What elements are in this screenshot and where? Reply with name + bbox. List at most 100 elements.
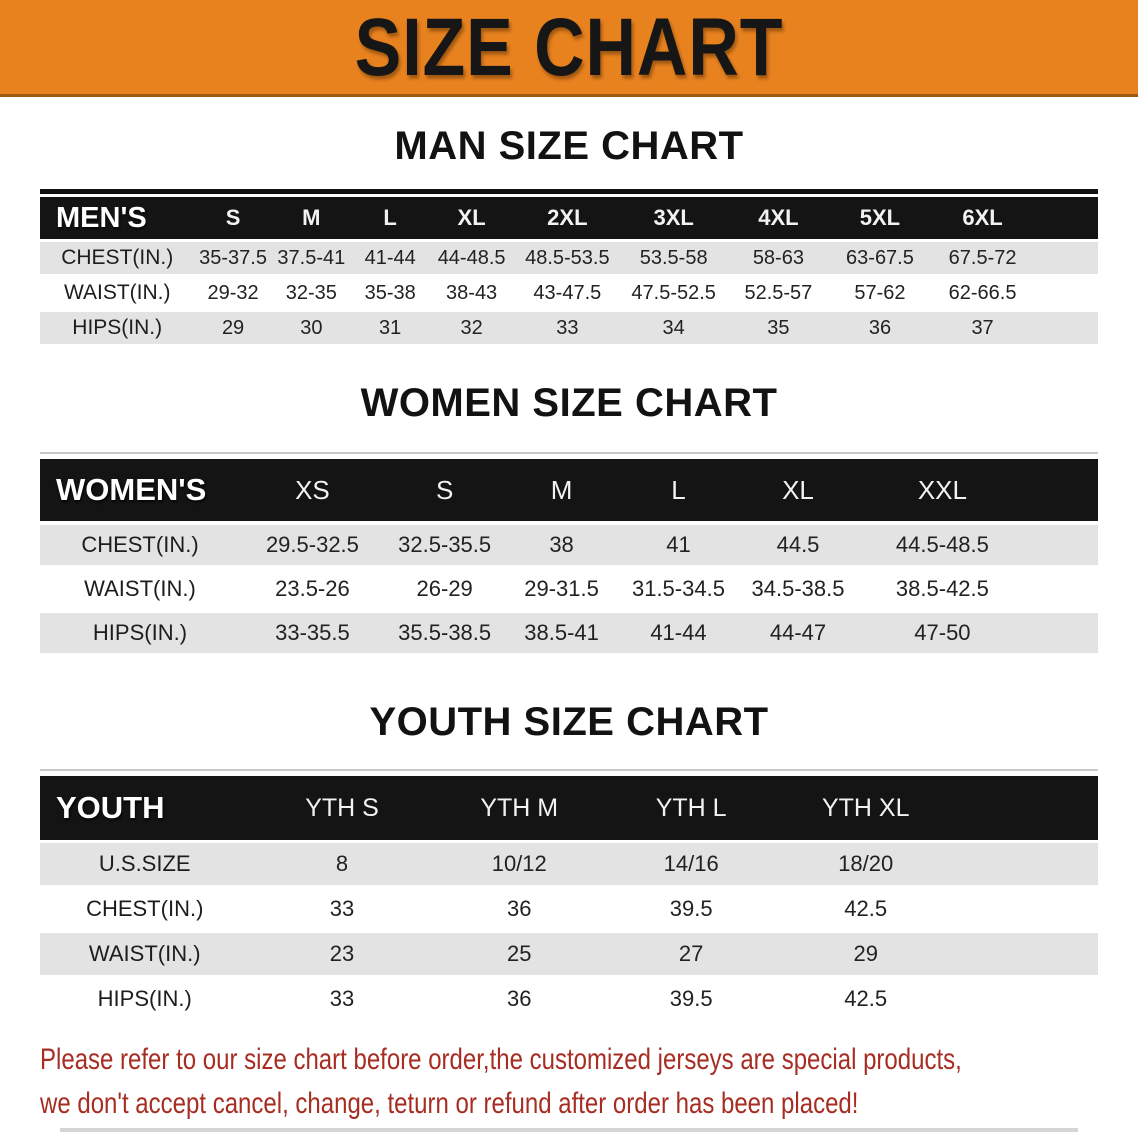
cell: 23.5-26 bbox=[275, 576, 350, 601]
col-header: 5XL bbox=[859, 205, 901, 230]
cell: 39.5 bbox=[669, 986, 713, 1011]
cell: 23 bbox=[329, 941, 355, 966]
col-header: 3XL bbox=[653, 205, 694, 230]
row-label: HIPS(IN.) bbox=[92, 620, 188, 645]
cell: 32-35 bbox=[285, 281, 337, 304]
cell: 25 bbox=[507, 941, 532, 966]
table-row: WAIST(IN.) 23 25 27 29 bbox=[40, 933, 1098, 975]
cell: 44.5 bbox=[776, 532, 820, 557]
cell: 35.5-38.5 bbox=[398, 620, 492, 645]
col-header: XL bbox=[457, 205, 486, 230]
row-label: CHEST(IN.) bbox=[86, 896, 204, 921]
col-header: S bbox=[225, 205, 241, 230]
row-label: WAIST(IN.) bbox=[88, 941, 201, 966]
cell: 31 bbox=[379, 316, 402, 339]
cell: 33 bbox=[329, 896, 355, 921]
cell: 8 bbox=[335, 851, 349, 876]
row-label: U.S.SIZE bbox=[98, 851, 191, 876]
cell: 48.5-53.5 bbox=[525, 246, 610, 269]
cell: 38.5-42.5 bbox=[895, 576, 989, 601]
cell: 36 bbox=[868, 316, 892, 339]
women-table-header: WOMEN'S XS S M L XL XXL bbox=[40, 459, 1098, 521]
cell: 41-44 bbox=[364, 246, 416, 269]
cell: 29 bbox=[221, 316, 245, 339]
col-header: 6XL bbox=[962, 205, 1003, 230]
cell: 33 bbox=[556, 316, 579, 339]
cell: 34 bbox=[662, 316, 685, 339]
cell: 37 bbox=[971, 316, 994, 339]
order-policy-note: Please refer to our size chart before or… bbox=[40, 1038, 1138, 1126]
cell: 26-29 bbox=[416, 576, 473, 601]
cell: 63-67.5 bbox=[846, 246, 914, 269]
cell: 32 bbox=[460, 316, 483, 339]
cell: 57-62 bbox=[854, 281, 906, 304]
cell: 35-37.5 bbox=[199, 246, 267, 269]
col-header: XS bbox=[295, 474, 330, 505]
cell: 38.5-41 bbox=[524, 620, 599, 645]
cell: 33 bbox=[329, 986, 355, 1011]
women-section-heading: WOMEN SIZE CHART bbox=[360, 381, 778, 425]
cell: 38-43 bbox=[446, 281, 498, 304]
cell: 38 bbox=[549, 532, 574, 557]
men-table-topline bbox=[40, 189, 1098, 194]
col-header: L bbox=[383, 205, 397, 230]
col-header: YTH M bbox=[480, 793, 559, 822]
cell: 18/20 bbox=[838, 851, 894, 876]
col-header: 4XL bbox=[758, 205, 799, 230]
row-label: CHEST(IN.) bbox=[81, 532, 199, 557]
youth-table-label: YOUTH bbox=[56, 790, 165, 825]
cell: 47-50 bbox=[914, 620, 971, 645]
cell: 34.5-38.5 bbox=[751, 576, 845, 601]
col-header: YTH S bbox=[305, 793, 379, 822]
cell: 53.5-58 bbox=[639, 246, 708, 269]
cell: 41-44 bbox=[650, 620, 707, 645]
cell: 47.5-52.5 bbox=[631, 281, 716, 304]
men-table-header: MEN'S S M L XL 2XL 3XL 4XL 5XL 6XL bbox=[40, 197, 1098, 239]
cell: 44-48.5 bbox=[437, 246, 506, 269]
cell: 35 bbox=[767, 316, 790, 339]
men-size-table: MEN'S S M L XL 2XL 3XL 4XL 5XL 6XL CHEST… bbox=[40, 189, 1098, 344]
col-header: S bbox=[435, 474, 454, 505]
table-row: CHEST(IN.) 29.5-32.5 32.5-35.5 38 41 44.… bbox=[40, 525, 1098, 565]
cell: 36 bbox=[507, 896, 532, 921]
cell: 43-47.5 bbox=[533, 281, 602, 304]
row-label: WAIST(IN.) bbox=[84, 576, 196, 601]
cell: 42.5 bbox=[844, 986, 888, 1011]
youth-table-header: YOUTH YTH S YTH M YTH L YTH XL bbox=[40, 776, 1098, 840]
col-header: M bbox=[550, 474, 573, 505]
cell: 52.5-57 bbox=[744, 281, 813, 304]
women-size-table: WOMEN'S XS S M L XL XXL CHEST(IN.) 29.5-… bbox=[40, 452, 1098, 653]
cell: 10/12 bbox=[491, 851, 547, 876]
size-chart-banner: SIZE CHART bbox=[0, 0, 1138, 97]
cell: 14/16 bbox=[663, 851, 719, 876]
cell: 27 bbox=[678, 941, 704, 966]
men-table-label: MEN'S bbox=[56, 201, 147, 234]
policy-line-2: we don't accept cancel, change, teturn o… bbox=[40, 1087, 859, 1120]
cell: 31.5-34.5 bbox=[631, 576, 725, 601]
row-label: HIPS(IN.) bbox=[72, 316, 163, 339]
cell: 33-35.5 bbox=[275, 620, 350, 645]
cell: 44.5-48.5 bbox=[895, 532, 989, 557]
table-row: WAIST(IN.) 23.5-26 26-29 29-31.5 31.5-34… bbox=[40, 569, 1098, 609]
row-label: WAIST(IN.) bbox=[63, 281, 171, 304]
bottom-divider bbox=[60, 1128, 1078, 1132]
col-header: L bbox=[671, 474, 686, 505]
col-header: YTH L bbox=[655, 793, 727, 822]
cell: 39.5 bbox=[669, 896, 713, 921]
row-label: HIPS(IN.) bbox=[97, 986, 192, 1011]
cell: 41 bbox=[666, 532, 691, 557]
policy-line-1: Please refer to our size chart before or… bbox=[40, 1043, 962, 1076]
cell: 37.5-41 bbox=[277, 246, 346, 269]
cell: 67.5-72 bbox=[948, 246, 1017, 269]
cell: 30 bbox=[300, 316, 323, 339]
women-table-label: WOMEN'S bbox=[56, 472, 207, 507]
row-label: CHEST(IN.) bbox=[61, 246, 174, 269]
youth-section-heading: YOUTH SIZE CHART bbox=[369, 700, 769, 744]
women-table-topline bbox=[40, 452, 1098, 454]
cell: 58-63 bbox=[752, 246, 804, 269]
cell: 29-31.5 bbox=[524, 576, 599, 601]
table-row: HIPS(IN.) 33-35.5 35.5-38.5 38.5-41 41-4… bbox=[40, 613, 1098, 653]
col-header: M bbox=[302, 205, 321, 230]
col-header: XXL bbox=[917, 474, 967, 505]
col-header: 2XL bbox=[547, 205, 588, 230]
